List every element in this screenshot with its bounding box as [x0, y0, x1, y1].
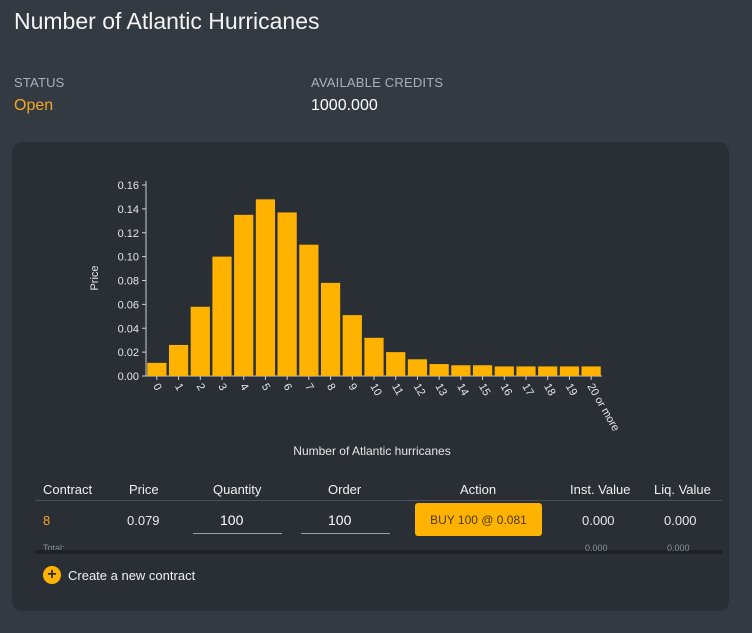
contract-price: 0.079	[127, 513, 160, 528]
x-tick-label: 3	[215, 382, 228, 393]
x-tick-label: 1	[172, 382, 185, 393]
x-tick-label: 18	[541, 382, 558, 399]
bar	[320, 282, 341, 376]
bar	[386, 352, 406, 376]
col-header-contract: Contract	[43, 482, 93, 497]
x-tick-label: 5	[259, 382, 272, 393]
x-tick-label: 8	[324, 382, 337, 393]
x-tick-label: 17	[519, 382, 536, 399]
total-label: Total:	[43, 543, 65, 553]
order-input[interactable]	[301, 506, 390, 534]
y-tick-label: 0.16	[118, 180, 139, 192]
total-liq-value: 0.000	[667, 543, 690, 553]
x-tick-label: 16	[498, 382, 515, 399]
buy-button[interactable]: BUY 100 @ 0.081	[415, 503, 542, 536]
create-contract-button[interactable]: + Create a new contract	[43, 566, 195, 584]
x-tick-label: 7	[302, 382, 315, 393]
x-tick-label: 0	[150, 382, 163, 393]
y-tick-label: 0.14	[118, 204, 139, 216]
col-header-order: Order	[328, 482, 362, 497]
bar	[559, 366, 580, 376]
x-tick-label: 14	[454, 382, 471, 399]
bar	[277, 212, 297, 376]
page-title: Number of Atlantic Hurricanes	[14, 8, 320, 34]
y-tick-label: 0.04	[118, 323, 139, 335]
liq-value: 0.000	[664, 513, 697, 528]
inst-value: 0.000	[582, 513, 615, 528]
total-divider	[35, 550, 722, 554]
y-tick-label: 0.12	[118, 228, 139, 240]
bar	[429, 364, 449, 376]
create-contract-label: Create a new contract	[68, 567, 196, 583]
x-tick-label: 11	[389, 382, 405, 398]
y-tick-label: 0.00	[118, 371, 139, 383]
col-header-quantity: Quantity	[213, 482, 262, 497]
available-credits-label: AVAILABLE CREDITS	[311, 75, 444, 90]
y-tick-label: 0.02	[118, 347, 139, 359]
y-axis: 0.00 0.02 0.04 0.06 0.08 0.10 0.12 0.14 0.16	[118, 180, 147, 383]
bar	[342, 315, 362, 376]
bar	[516, 366, 536, 376]
plus-icon: +	[43, 566, 61, 584]
y-tick-label: 0.10	[118, 252, 139, 264]
x-tick-label: 19	[563, 382, 580, 399]
status-value: Open	[14, 97, 54, 114]
x-tick-label: 2	[194, 382, 207, 393]
bar	[451, 365, 471, 376]
bar	[212, 256, 232, 376]
col-header-action: Action	[460, 482, 497, 497]
x-tick-label: 20 or more	[585, 382, 622, 434]
y-axis-label: Price	[89, 265, 101, 290]
available-credits-value: 1000.000	[311, 97, 378, 114]
bar	[299, 244, 319, 376]
contract-id[interactable]: 8	[43, 513, 51, 528]
x-axis-label: Number of Atlantic hurricanes	[293, 444, 450, 458]
x-tick-label: 10	[367, 382, 384, 399]
x-tick-label: 4	[237, 382, 250, 393]
y-tick-label: 0.06	[118, 299, 139, 311]
bar	[538, 366, 558, 376]
bar	[581, 366, 601, 376]
total-inst-value: 0.000	[585, 543, 608, 553]
y-tick-label: 0.08	[118, 276, 139, 288]
bar	[234, 214, 254, 376]
col-header-price: Price	[129, 482, 159, 497]
bar	[147, 362, 167, 376]
bar	[255, 199, 276, 376]
x-tick-label: 6	[281, 382, 294, 393]
x-tick-label: 13	[433, 382, 450, 399]
x-axis: 0 1 2 3 4 5 6 7 8 9 10 11 12 13 14 15 16 17 18 19 20 or more	[146, 375, 622, 434]
x-tick-label: 12	[411, 382, 428, 399]
header-divider	[35, 500, 722, 501]
bar	[168, 344, 189, 376]
bars	[147, 199, 601, 376]
col-header-liq-value: Liq. Value	[654, 482, 711, 497]
status-label: STATUS	[14, 75, 65, 90]
quantity-input[interactable]	[193, 506, 282, 534]
col-header-inst-value: Inst. Value	[570, 482, 631, 497]
bar	[494, 366, 514, 376]
bar	[190, 306, 210, 376]
x-tick-label: 15	[476, 382, 493, 399]
x-tick-label: 9	[346, 382, 359, 393]
bar	[407, 359, 428, 376]
bar	[472, 365, 493, 376]
bar	[364, 337, 384, 376]
